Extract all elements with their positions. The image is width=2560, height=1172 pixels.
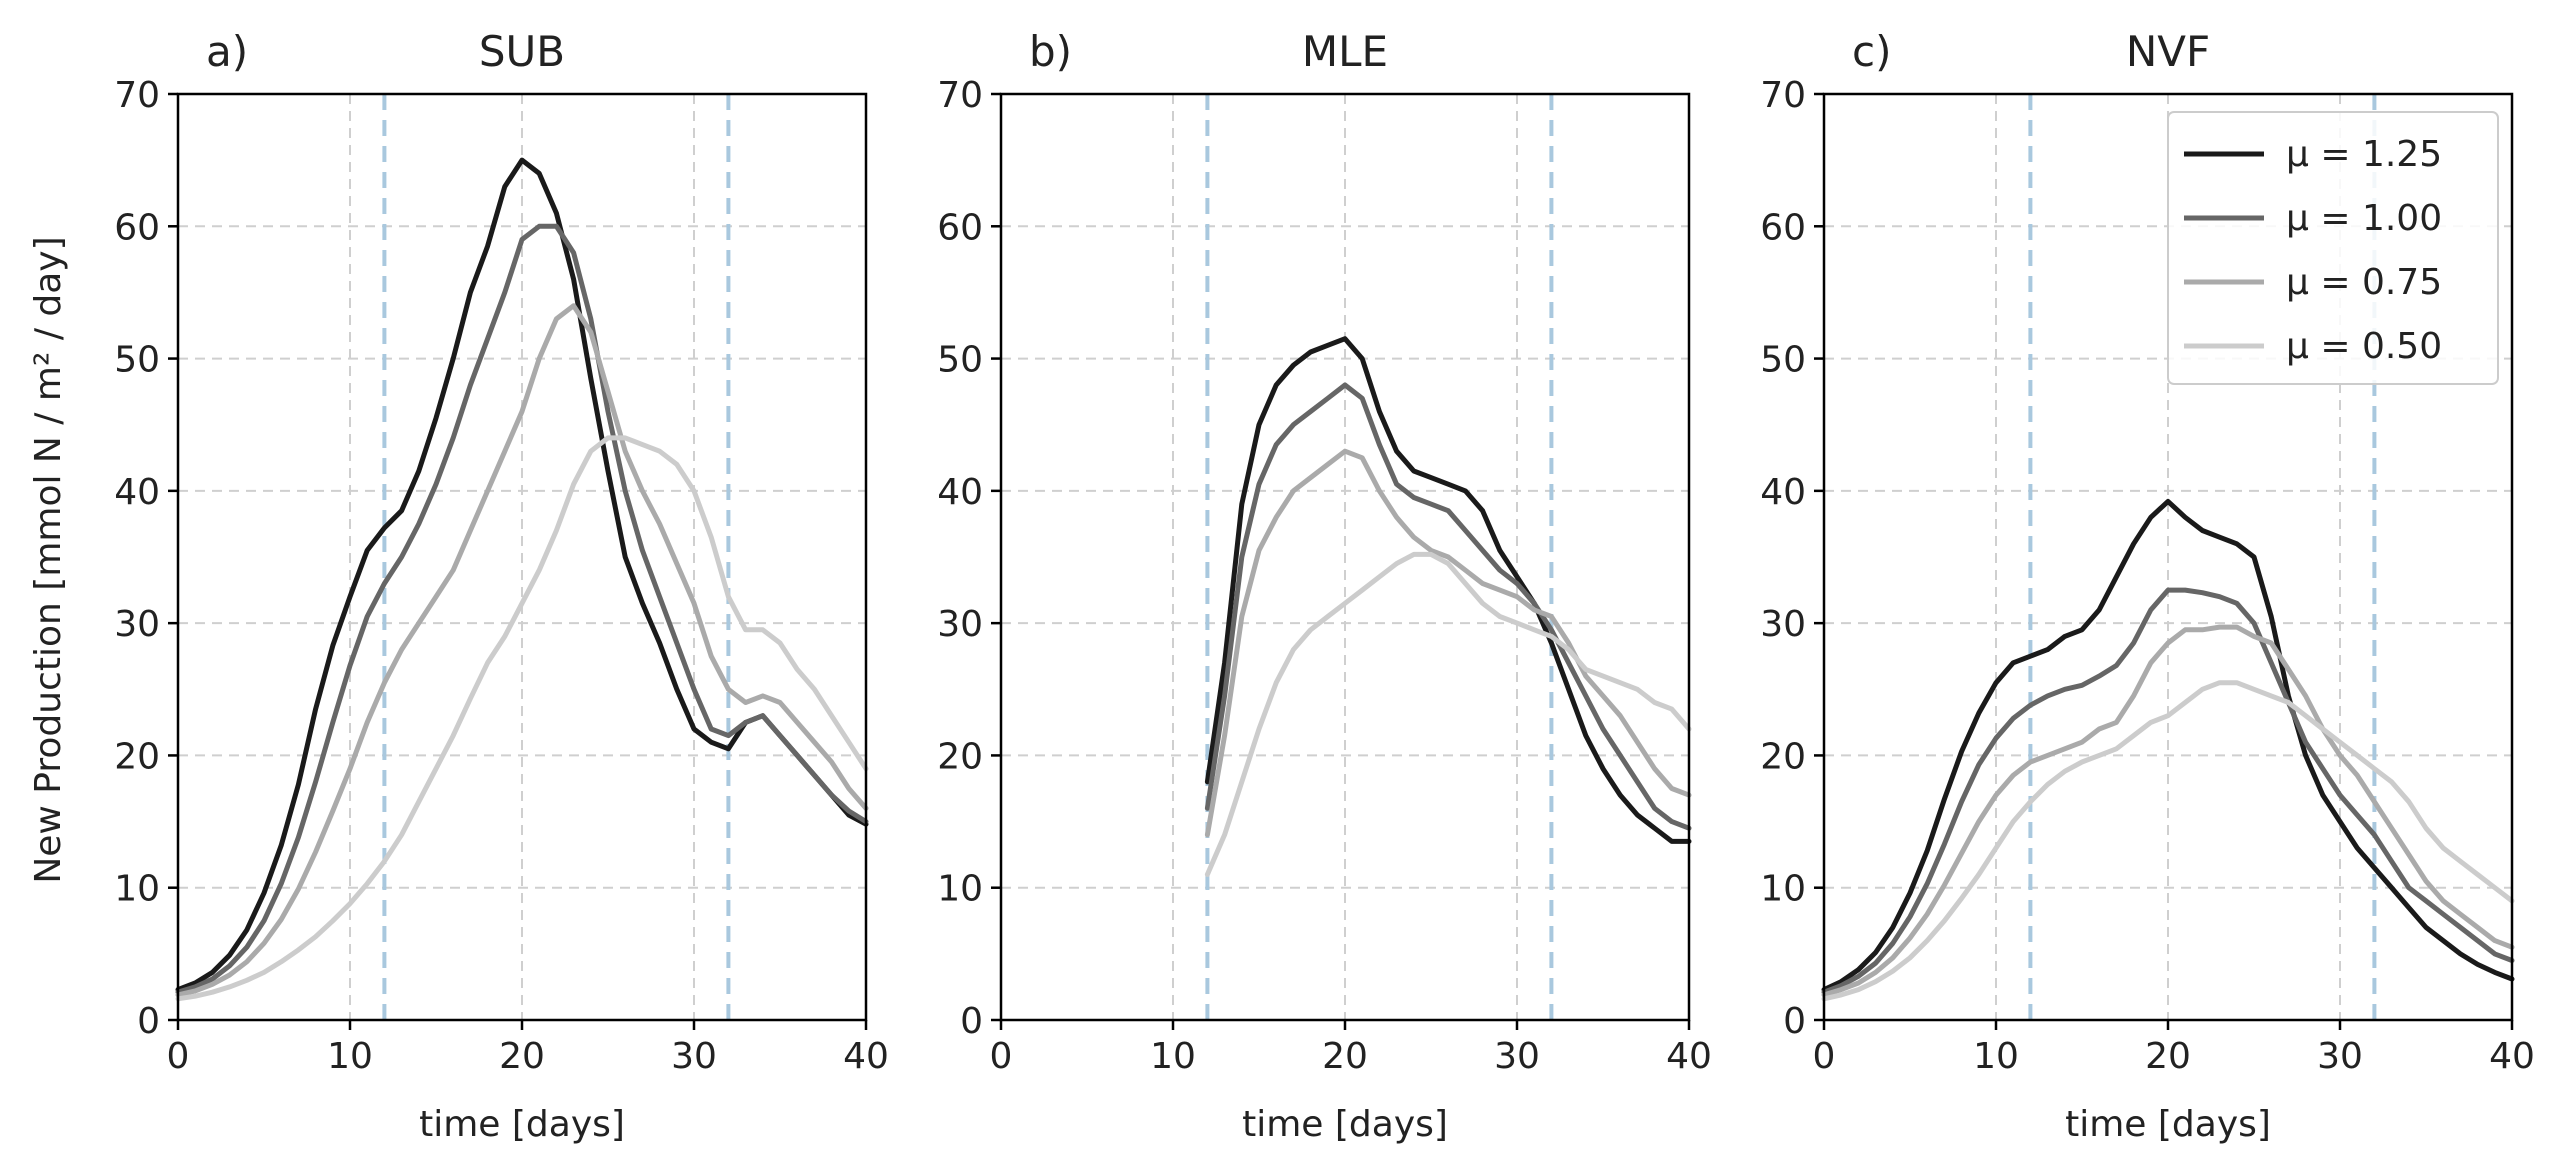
x-tick-label: 10 xyxy=(1150,1036,1196,1077)
x-axis-label: time [days] xyxy=(1242,1104,1448,1145)
y-tick-label: 70 xyxy=(1760,75,1806,116)
x-axis-label: time [days] xyxy=(419,1104,625,1145)
y-tick-label: 50 xyxy=(937,340,983,381)
y-axis-label: New Production [mmol N / m² / day] xyxy=(28,236,69,883)
x-tick-label: 30 xyxy=(2317,1036,2363,1077)
panel-letter: c) xyxy=(1852,27,1891,76)
panel-letter: b) xyxy=(1029,27,1072,76)
panel-nvf: 0 10 20 30 40 0 10 20 30 40 50 60 70 time [days] NVF c)… xyxy=(1760,27,2535,1145)
y-tick-label: 0 xyxy=(1783,1001,1806,1042)
x-tick-label: 40 xyxy=(843,1036,889,1077)
x-tick-label: 10 xyxy=(327,1036,373,1077)
legend-label: μ = 1.00 xyxy=(2286,198,2442,239)
x-tick-label: 40 xyxy=(1666,1036,1712,1077)
x-tick-label: 40 xyxy=(2489,1036,2535,1077)
y-tick-label: 60 xyxy=(937,207,983,248)
series-line-2 xyxy=(1204,382,1692,831)
x-tick-label: 30 xyxy=(1494,1036,1540,1077)
y-tick-label: 60 xyxy=(1760,207,1806,248)
series-line-4 xyxy=(175,435,869,1002)
legend-label: μ = 1.25 xyxy=(2286,134,2442,175)
panel-sub: 0 10 20 30 40 0 10 20 30 40 50 60 70 time [days] SUB a) xyxy=(114,27,889,1145)
series-line-1 xyxy=(1204,336,1692,844)
x-tick-label: 20 xyxy=(499,1036,545,1077)
panel-title: MLE xyxy=(1302,27,1388,76)
series-line-2 xyxy=(1821,587,2515,995)
y-tick-label: 0 xyxy=(960,1001,983,1042)
panel-title: NVF xyxy=(2126,27,2210,76)
y-tick-label: 20 xyxy=(114,736,160,777)
y-tick-label: 40 xyxy=(114,472,160,513)
legend-label: μ = 0.75 xyxy=(2286,262,2442,303)
x-tick-label: 0 xyxy=(1813,1036,1836,1077)
panel-letter: a) xyxy=(206,27,248,76)
y-tick-label: 10 xyxy=(937,869,983,910)
y-tick-label: 0 xyxy=(137,1001,160,1042)
x-tick-label: 30 xyxy=(671,1036,717,1077)
series-line-3 xyxy=(1204,448,1692,838)
y-tick-label: 30 xyxy=(1760,604,1806,645)
y-tick-label: 20 xyxy=(1760,736,1806,777)
legend-box xyxy=(2167,111,2499,385)
y-tick-label: 50 xyxy=(114,340,160,381)
series-line-4 xyxy=(1821,680,2515,1002)
y-tick-label: 10 xyxy=(1760,869,1806,910)
legend: μ = 1.25 μ = 1.00 μ = 0.75 μ = 0.50 xyxy=(2167,111,2499,385)
y-tick-label: 70 xyxy=(937,75,983,116)
y-tick-label: 50 xyxy=(1760,340,1806,381)
y-tick-label: 40 xyxy=(1760,472,1806,513)
series-line-3 xyxy=(175,303,869,998)
x-tick-label: 0 xyxy=(167,1036,190,1077)
x-tick-label: 20 xyxy=(1322,1036,1368,1077)
y-tick-label: 10 xyxy=(114,869,160,910)
x-tick-label: 10 xyxy=(1973,1036,2019,1077)
x-tick-label: 0 xyxy=(990,1036,1013,1077)
y-tick-label: 40 xyxy=(937,472,983,513)
series-line-1 xyxy=(1821,498,2515,993)
legend-label: μ = 0.50 xyxy=(2286,326,2442,367)
series-line-3 xyxy=(1821,624,2515,998)
series-line-2 xyxy=(175,223,869,995)
series-line-4 xyxy=(1204,551,1692,877)
panel-title: SUB xyxy=(479,27,565,76)
y-tick-label: 70 xyxy=(114,75,160,116)
x-tick-label: 20 xyxy=(2145,1036,2191,1077)
y-tick-label: 20 xyxy=(937,736,983,777)
y-tick-label: 30 xyxy=(937,604,983,645)
panel-mle: 0 10 20 30 40 0 10 20 30 40 50 60 70 time [days] MLE b) xyxy=(937,27,1712,1145)
y-tick-label: 60 xyxy=(114,207,160,248)
x-axis-label: time [days] xyxy=(2065,1104,2271,1145)
y-tick-label: 30 xyxy=(114,604,160,645)
